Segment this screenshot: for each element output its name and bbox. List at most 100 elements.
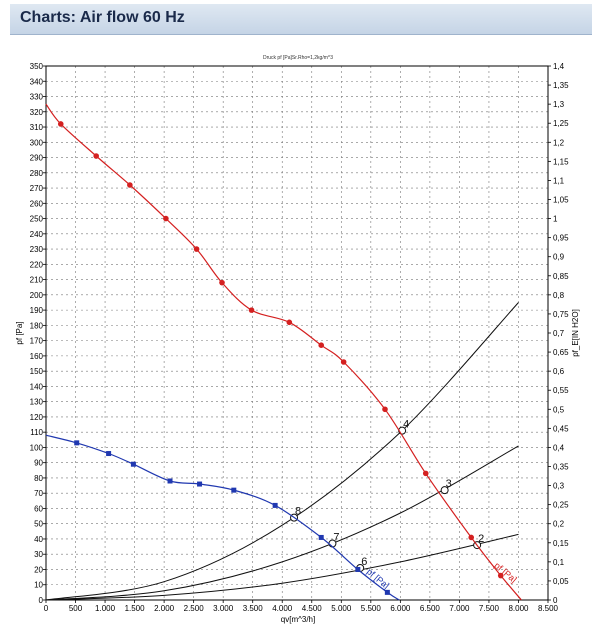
y2-tick-label: 0,85 xyxy=(553,272,569,281)
y2-tick-label: 0,4 xyxy=(553,443,565,452)
x-tick-label: 3.000 xyxy=(213,604,234,613)
y-tick-label: 210 xyxy=(30,276,44,285)
x-tick-label: 8.500 xyxy=(538,604,559,613)
operating-point-label: 2 xyxy=(478,533,484,545)
y2-tick-label: 1,3 xyxy=(553,100,565,109)
y2-tick-label: 0,95 xyxy=(553,234,569,243)
y-tick-label: 80 xyxy=(34,474,43,483)
data-point xyxy=(74,440,80,446)
data-point xyxy=(193,246,200,252)
y2-tick-label: 1,15 xyxy=(553,157,569,166)
y2-tick-label: 0,3 xyxy=(553,482,565,491)
y2-tick-label: 1,25 xyxy=(553,119,569,128)
data-point xyxy=(497,572,504,579)
y-tick-label: 110 xyxy=(30,428,43,437)
y2-tick-label: 0 xyxy=(553,596,558,605)
y2-tick-label: 0,7 xyxy=(553,329,565,338)
y2-tick-label: 0,1 xyxy=(553,558,565,567)
data-point xyxy=(272,502,278,508)
y2-tick-label: 1,05 xyxy=(553,196,569,205)
y2-tick-label: 0,65 xyxy=(553,348,569,357)
y-axis-label: pf [Pa] xyxy=(15,321,24,344)
y2-tick-label: 1,2 xyxy=(553,138,565,147)
data-point xyxy=(231,487,237,493)
chart-subtitle: Druck pf [Pa]Sr.Rho=1,2kg/m^3 xyxy=(263,55,333,61)
data-point xyxy=(286,319,293,326)
y-tick-label: 280 xyxy=(30,169,44,178)
y-tick-label: 70 xyxy=(34,489,43,498)
data-point xyxy=(318,534,324,540)
operating-point-marker xyxy=(440,486,449,495)
data-point xyxy=(219,279,225,286)
data-point xyxy=(382,406,388,413)
y-tick-label: 170 xyxy=(30,337,44,346)
data-point xyxy=(340,359,347,365)
y-tick-label: 180 xyxy=(30,321,44,330)
x-tick-label: 1.500 xyxy=(125,604,146,613)
y2-tick-label: 0,9 xyxy=(553,253,565,262)
data-point xyxy=(422,470,429,477)
y-tick-label: 330 xyxy=(30,93,44,102)
operating-point-label: 8 xyxy=(295,506,301,518)
y-tick-label: 240 xyxy=(30,230,44,239)
y-tick-label: 90 xyxy=(34,459,43,468)
y2-tick-label: 0,25 xyxy=(553,501,569,510)
grid xyxy=(46,66,548,600)
y-tick-label: 220 xyxy=(30,260,44,269)
y2-tick-label: 0,15 xyxy=(553,539,569,548)
y2-tick-label: 0,05 xyxy=(553,577,569,586)
data-point xyxy=(93,153,99,159)
y-tick-label: 190 xyxy=(30,306,44,315)
y2-tick-label: 1,4 xyxy=(553,62,565,71)
x-tick-label: 7.000 xyxy=(449,604,470,613)
y-tick-label: 130 xyxy=(30,398,44,407)
y-tick-label: 230 xyxy=(30,245,44,254)
y-tick-label: 30 xyxy=(34,550,43,559)
y-tick-label: 60 xyxy=(34,504,43,513)
x-tick-label: 5.000 xyxy=(331,604,352,613)
y-tick-label: 340 xyxy=(30,77,44,86)
x-tick-label: 0 xyxy=(44,604,49,613)
x-tick-label: 6.500 xyxy=(420,604,441,613)
data-point xyxy=(384,589,390,595)
y-tick-label: 120 xyxy=(30,413,44,422)
page-header: Charts: Air flow 60 Hz xyxy=(10,4,592,35)
data-point xyxy=(248,307,255,313)
x-axis-label: qv[m^3/h] xyxy=(281,615,315,624)
data-point xyxy=(197,481,203,487)
y-tick-label: 250 xyxy=(30,215,44,224)
x-tick-label: 5.500 xyxy=(361,604,382,613)
y-tick-label: 290 xyxy=(30,154,44,163)
y-tick-label: 50 xyxy=(34,520,43,529)
x-tick-label: 500 xyxy=(69,604,83,613)
series-line-1 xyxy=(45,103,522,601)
y-tick-label: 0 xyxy=(39,596,44,605)
y-tick-label: 100 xyxy=(30,443,44,452)
data-point xyxy=(106,451,112,457)
x-tick-label: 8.000 xyxy=(508,604,529,613)
operating-point-label: 4 xyxy=(403,419,409,431)
page-title: Charts: Air flow 60 Hz xyxy=(20,9,185,26)
x-tick-label: 3.500 xyxy=(243,604,264,613)
operating-point-label: 7 xyxy=(333,532,339,544)
y-tick-label: 270 xyxy=(30,184,44,193)
x-tick-label: 6.000 xyxy=(390,604,411,613)
y2-tick-label: 1,35 xyxy=(553,81,569,90)
y-tick-label: 200 xyxy=(30,291,44,300)
y2-axis-label: pf_E[IN H2O] xyxy=(571,309,580,357)
y2-tick-label: 0,5 xyxy=(553,405,565,414)
y2-tick-label: 0,8 xyxy=(553,291,565,300)
y-tick-label: 350 xyxy=(30,62,44,71)
data-point xyxy=(130,461,136,467)
y2-tick-label: 0,2 xyxy=(553,520,565,529)
system-curves xyxy=(45,302,519,601)
data-point xyxy=(167,478,173,484)
x-tick-label: 4.000 xyxy=(272,604,293,613)
y-tick-label: 300 xyxy=(30,138,44,147)
series-line-2 xyxy=(45,434,400,601)
system-curve-3 xyxy=(45,533,519,601)
data-point xyxy=(163,215,169,222)
y-tick-label: 140 xyxy=(30,382,44,391)
data-point xyxy=(318,342,325,349)
